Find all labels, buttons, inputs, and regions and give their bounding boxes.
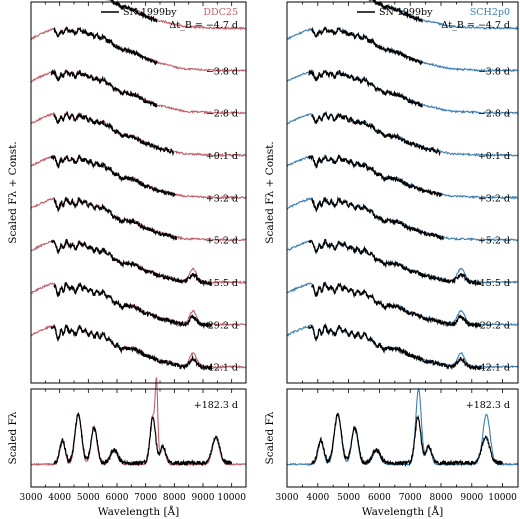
epoch-label-R-2: +0.1 d xyxy=(478,151,510,162)
epoch-label-L-4: +5.2 d xyxy=(206,236,238,247)
y-axis-label-bottom-left: Scaled Fλ xyxy=(7,411,19,464)
observed-spectrum-L-6 xyxy=(50,238,213,286)
observed-spectrum-L-1 xyxy=(53,26,158,66)
epoch-label-nebular-1: +182.3 d xyxy=(466,400,510,411)
x-axis-label-1: Wavelength [Å] xyxy=(362,504,443,518)
observed-spectrum-L-2 xyxy=(50,68,158,108)
epoch-label-L-6: +29.2 d xyxy=(200,320,238,331)
observed-spectrum-R-8 xyxy=(307,323,482,371)
epoch-label-R-1: −2.8 d xyxy=(478,109,510,120)
y-axis-label-left: Scaled Fλ + Const. xyxy=(7,141,19,243)
epoch-label-R-6: +29.2 d xyxy=(472,320,510,331)
observed-spectrum-R-3 xyxy=(311,110,441,157)
x-tick-label-1-6000: 6000 xyxy=(368,493,391,503)
observed-spectrum-L-7 xyxy=(53,281,212,329)
x-tick-label-1-5000: 5000 xyxy=(337,493,360,503)
x-tick-label-0-9000: 9000 xyxy=(192,493,215,503)
x-tick-label-0-4000: 4000 xyxy=(48,493,71,503)
epoch-label-nebular-0: +182.3 d xyxy=(194,400,238,411)
nebular-observed-BR xyxy=(311,412,503,468)
delta-label-L: Δt_B = −4.7 d xyxy=(169,20,238,31)
epoch-label-L-1: −2.8 d xyxy=(206,109,238,120)
observed-spectrum-R-1 xyxy=(311,26,424,66)
epoch-label-L-0: −3.8 d xyxy=(206,66,238,77)
legend-label-model-R: SCH2p0 xyxy=(470,7,510,18)
observed-spectrum-R-5 xyxy=(311,196,445,241)
y-axis-label-bottom-right: Scaled Fλ xyxy=(264,411,276,464)
epoch-label-R-4: +5.2 d xyxy=(478,236,510,247)
delta-label-R: Δt_B = −4.7 d xyxy=(441,20,510,31)
epoch-label-L-5: +15.5 d xyxy=(200,278,238,289)
legend-label-obs-L: SN 1999by xyxy=(123,7,177,18)
observed-spectrum-R-2 xyxy=(308,68,423,108)
observed-spectrum-L-0 xyxy=(106,0,158,23)
x-tick-label-1-8000: 8000 xyxy=(430,493,453,503)
model-spectrum-R-0 xyxy=(372,0,519,31)
x-tick-label-1-4000: 4000 xyxy=(306,493,329,503)
epoch-label-R-7: +42.1 d xyxy=(472,363,510,374)
observed-spectrum-R-6 xyxy=(308,238,482,286)
observed-spectrum-R-7 xyxy=(311,282,482,329)
legend-label-obs-R: SN 1999by xyxy=(379,7,433,18)
x-tick-label-0-6000: 6000 xyxy=(106,493,129,503)
epoch-label-R-0: −3.8 d xyxy=(478,66,510,77)
x-tick-label-0-8000: 8000 xyxy=(163,493,186,503)
x-tick-label-0-10000: 10000 xyxy=(217,493,246,503)
panel-frame-BL xyxy=(30,388,247,488)
model-spectrum-R-8 xyxy=(286,323,519,370)
observed-spectrum-L-8 xyxy=(50,323,213,371)
nebular-observed-BL xyxy=(53,412,232,467)
spectra-layer xyxy=(30,0,519,468)
epoch-label-R-3: +3.2 d xyxy=(478,193,510,204)
observed-spectrum-R-4 xyxy=(307,154,443,198)
observed-spectrum-L-3 xyxy=(53,110,175,157)
panel-frame-BR xyxy=(286,388,519,488)
x-tick-label-1-10000: 10000 xyxy=(488,493,517,503)
observed-spectrum-L-4 xyxy=(50,154,176,198)
epoch-label-R-5: +15.5 d xyxy=(472,278,510,289)
model-spectrum-L-0 xyxy=(111,0,247,31)
text-layer: 3000 4000 5000 6000 7000 8000 9000 10000Wavelen… xyxy=(7,7,517,518)
x-tick-label-1-7000: 7000 xyxy=(399,493,422,503)
x-tick-label-0-7000: 7000 xyxy=(134,493,157,503)
nebular-model-BL xyxy=(30,376,247,467)
frames-layer xyxy=(30,1,519,488)
panel-frame-R xyxy=(286,1,519,384)
x-tick-label-1-9000: 9000 xyxy=(460,493,483,503)
observed-spectrum-R-0 xyxy=(368,0,423,23)
epoch-label-L-7: +42.1 d xyxy=(200,363,238,374)
x-axis-label-0: Wavelength [Å] xyxy=(98,504,179,518)
y-axis-label-right: Scaled Fλ + Const. xyxy=(264,141,276,243)
x-tick-label-0-5000: 5000 xyxy=(77,493,100,503)
epoch-label-L-3: +3.2 d xyxy=(206,193,238,204)
epoch-label-L-2: +0.1 d xyxy=(206,151,238,162)
legend-label-model-L: DDC25 xyxy=(203,7,238,18)
x-tick-label-1-3000: 3000 xyxy=(276,493,299,503)
observed-spectrum-L-5 xyxy=(53,196,178,241)
panel-frame-L xyxy=(30,1,247,384)
model-spectrum-L-8 xyxy=(30,324,247,370)
x-tick-label-0-3000: 3000 xyxy=(20,493,43,503)
